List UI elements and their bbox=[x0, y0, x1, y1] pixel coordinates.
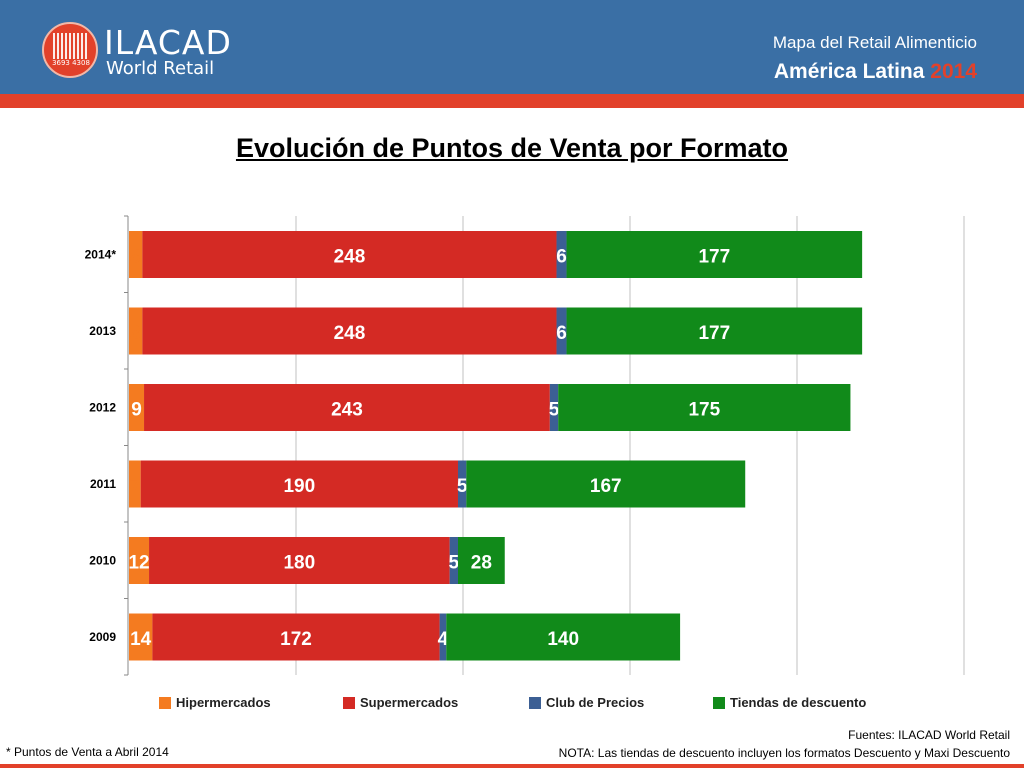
data-label: 28 bbox=[471, 553, 492, 574]
data-label: 248 bbox=[334, 323, 366, 344]
data-label: 12 bbox=[128, 553, 149, 574]
legend-label: Club de Precios bbox=[546, 695, 645, 710]
data-label: 175 bbox=[688, 400, 720, 421]
data-label: 190 bbox=[283, 476, 315, 497]
bar-segment bbox=[556, 307, 567, 355]
data-label: 8 bbox=[130, 247, 141, 268]
bar-segment bbox=[129, 460, 141, 508]
header-region: América Latina bbox=[773, 60, 925, 83]
data-label: 4 bbox=[438, 629, 449, 650]
data-label: 243 bbox=[331, 400, 363, 421]
bar-segment bbox=[449, 537, 458, 584]
bar-segment bbox=[439, 613, 447, 661]
bar-segment bbox=[129, 537, 150, 584]
bar-segment bbox=[149, 537, 450, 584]
header-line1: Mapa del Retail Alimenticio bbox=[772, 33, 977, 52]
data-label: 5 bbox=[549, 400, 560, 421]
header-line2: América Latina 2014 bbox=[774, 60, 977, 84]
data-label: 6 bbox=[556, 323, 567, 344]
logo-subtitle: World Retail bbox=[106, 58, 215, 79]
legend-swatch bbox=[159, 697, 171, 709]
logo-number: 3693 4308 bbox=[52, 59, 90, 67]
legend-label: Supermercados bbox=[360, 695, 459, 710]
stacked-bar-chart: 2014* 8 248 6 177 2013 8 248 6 177 2012 9 243 5 175 201… bbox=[85, 215, 965, 676]
bar-segment bbox=[558, 384, 851, 431]
slide-title: Evolución de Puntos de Venta por Formato bbox=[0, 133, 1024, 164]
barcode-logo-icon: 3693 4308 bbox=[42, 22, 98, 78]
slide-title-text: Evolución de Puntos de Venta por Formato bbox=[235, 133, 789, 163]
data-label: 180 bbox=[283, 553, 315, 574]
data-label: 5 bbox=[457, 476, 468, 497]
bar-segment bbox=[457, 537, 505, 584]
sources-text: Fuentes: ILACAD World Retail bbox=[848, 728, 1010, 742]
data-label: 167 bbox=[590, 476, 622, 497]
data-label: 9 bbox=[131, 400, 142, 421]
data-label: 5 bbox=[449, 553, 460, 574]
bar-segment bbox=[566, 231, 863, 278]
y-tick-label: 2011 bbox=[90, 477, 116, 491]
bar-segment bbox=[446, 613, 681, 661]
bar-segment bbox=[142, 307, 557, 355]
bar-segment bbox=[129, 307, 143, 355]
header-year: 2014 bbox=[930, 60, 977, 83]
y-tick-label: 2013 bbox=[89, 324, 116, 338]
legend-label: Hipermercados bbox=[176, 695, 271, 710]
bar-segment bbox=[129, 613, 153, 661]
data-label: 140 bbox=[547, 629, 579, 650]
bar-segment bbox=[556, 231, 567, 278]
data-label: 6 bbox=[556, 247, 567, 268]
data-label: 177 bbox=[698, 247, 730, 268]
legend-swatch bbox=[529, 697, 541, 709]
bottom-stripe bbox=[0, 764, 1024, 768]
bar-segment bbox=[129, 384, 145, 431]
header-bar: 3693 4308 ILACAD World Retail Mapa del R… bbox=[0, 0, 1024, 94]
ilacad-logo: 3693 4308 ILACAD World Retail bbox=[42, 22, 232, 82]
data-label: 248 bbox=[334, 247, 366, 268]
legend-swatch bbox=[343, 697, 355, 709]
bar-segment bbox=[457, 460, 467, 508]
data-label: 172 bbox=[280, 629, 312, 650]
note-text: NOTA: Las tiendas de descuento incluyen … bbox=[558, 746, 1010, 760]
data-label: 7 bbox=[130, 476, 141, 497]
bar-segment bbox=[152, 613, 440, 661]
bar-segment bbox=[129, 231, 143, 278]
y-tick-label: 2012 bbox=[89, 401, 116, 415]
bar-segment bbox=[566, 307, 863, 355]
bar-segment bbox=[466, 460, 746, 508]
y-tick-label: 2014* bbox=[85, 248, 117, 262]
bar-segment bbox=[140, 460, 458, 508]
footnote-text: * Puntos de Venta a Abril 2014 bbox=[6, 745, 169, 759]
legend-swatch bbox=[713, 697, 725, 709]
bar-segment bbox=[142, 231, 557, 278]
bar-segment bbox=[549, 384, 559, 431]
y-tick-label: 2009 bbox=[89, 630, 116, 644]
logo-brand: ILACAD bbox=[104, 23, 232, 62]
header-stripe bbox=[0, 94, 1024, 108]
data-label: 177 bbox=[698, 323, 730, 344]
data-label: 8 bbox=[130, 323, 141, 344]
y-tick-label: 2010 bbox=[89, 554, 116, 568]
legend-label: Tiendas de descuento bbox=[730, 695, 867, 710]
data-label: 14 bbox=[130, 629, 152, 650]
bar-segment bbox=[144, 384, 550, 431]
